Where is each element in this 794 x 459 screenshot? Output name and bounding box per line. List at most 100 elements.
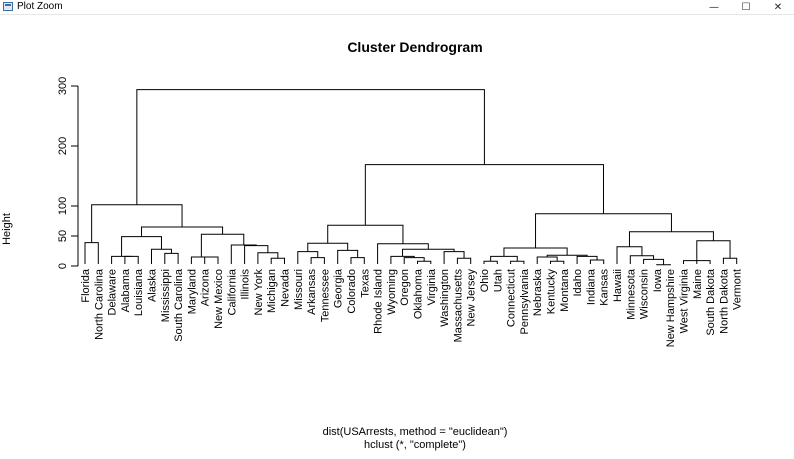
leaf-label: Delaware xyxy=(107,269,119,315)
dendrogram-link xyxy=(190,256,212,264)
dendrogram-link xyxy=(204,256,219,264)
leaf-label: New Jersey xyxy=(466,269,478,327)
x-axis-label: dist(USArrests, method = "euclidean") xyxy=(323,426,508,438)
y-tick-label: 300 xyxy=(57,77,69,95)
leaf-label: Texas xyxy=(359,269,371,298)
leaf-label: Maryland xyxy=(186,269,198,314)
dendrogram-link xyxy=(490,255,518,262)
dendrogram-link xyxy=(696,240,731,259)
leaf-label: Illinois xyxy=(240,269,252,300)
y-tick-label: 200 xyxy=(57,137,69,155)
dendrogram-link xyxy=(111,255,132,264)
leaf-label: Rhode Island xyxy=(373,269,385,334)
dendrogram-link xyxy=(589,259,605,264)
leaf-label: Vermont xyxy=(732,269,744,310)
leaf-label: Georgia xyxy=(333,268,345,308)
leaf-label: Kentucky xyxy=(546,269,558,315)
dendrogram-link xyxy=(417,260,432,264)
dendrogram-link xyxy=(136,89,485,205)
y-tick-label: 100 xyxy=(57,197,69,215)
dendrogram-link xyxy=(327,224,404,244)
dendrogram-link xyxy=(402,248,455,257)
minimize-button[interactable]: — xyxy=(698,0,730,14)
leaf-label: South Carolina xyxy=(173,268,185,342)
leaf-label: Hawaii xyxy=(612,269,624,302)
leaf-label: North Dakota xyxy=(718,268,730,334)
leaf-label: North Carolina xyxy=(93,268,105,340)
leaf-label: Iowa xyxy=(652,268,664,292)
leaf-label: Maine xyxy=(692,269,704,299)
dendrogram-link xyxy=(310,257,325,264)
dendrogram-link xyxy=(550,260,565,264)
leaf-label: Montana xyxy=(559,268,571,312)
leaf-label: California xyxy=(226,268,238,315)
leaf-label: West Virginia xyxy=(679,268,691,333)
leaf-label: Wyoming xyxy=(386,269,398,315)
maximize-icon: ☐ xyxy=(741,1,751,13)
leaf-label: Louisiana xyxy=(133,268,145,316)
leaf-label: Pennsylvania xyxy=(519,268,531,334)
dendrogram-link xyxy=(456,257,472,264)
leaf-label: Michigan xyxy=(266,269,278,313)
leaf-label: Kansas xyxy=(599,269,611,306)
dendrogram-link xyxy=(244,245,269,264)
leaf-label: Alabama xyxy=(120,268,132,312)
leaf-label: Tennessee xyxy=(319,269,331,322)
dendrogram-link xyxy=(364,164,604,226)
leaf-label: South Dakota xyxy=(705,268,717,336)
leaf-label: New Hampshire xyxy=(665,269,677,347)
leaf-labels: Florida North Carolina Delaware Alabama Loui… xyxy=(80,268,744,347)
leaf-label: Washington xyxy=(439,269,451,327)
leaf-label: Missouri xyxy=(293,269,305,310)
plot-area: Cluster Dendrogram Height dist(USArrests… xyxy=(0,15,794,454)
leaf-label: Arizona xyxy=(200,268,212,306)
title-bar[interactable]: Plot Zoom — ☐ ✕ xyxy=(0,0,794,15)
dendrogram-link xyxy=(483,260,498,264)
dendrogram-link xyxy=(84,242,99,264)
y-tick-label: 0 xyxy=(57,263,69,269)
dendrogram-plot: Cluster Dendrogram Height dist(USArrests… xyxy=(1,39,744,451)
dendrogram-link xyxy=(230,244,257,264)
dendrogram-link xyxy=(536,256,558,264)
leaf-label: Alaska xyxy=(147,268,159,302)
minimize-icon: — xyxy=(709,1,719,13)
dendrogram-links xyxy=(84,89,738,266)
y-axis: 0 50 100 200 300 xyxy=(57,77,79,269)
dendrogram-link xyxy=(121,236,162,257)
y-tick-label: 50 xyxy=(57,230,69,242)
dendrogram-link xyxy=(350,257,365,264)
dendrogram-link xyxy=(164,252,179,264)
dendrogram-link xyxy=(124,255,139,264)
leaf-label: Nevada xyxy=(280,268,292,307)
x-axis-sublabel: hclust (*, "complete") xyxy=(364,439,466,451)
maximize-button[interactable]: ☐ xyxy=(730,0,762,14)
dendrogram-link xyxy=(151,248,172,264)
leaf-label: Nebraska xyxy=(532,268,544,316)
leaf-label: Virginia xyxy=(426,268,438,305)
dendrogram-link xyxy=(270,257,285,264)
leaf-label: Indiana xyxy=(585,268,597,305)
dendrogram-link xyxy=(628,231,714,247)
leaf-label: Oregon xyxy=(399,269,411,306)
chart-title: Cluster Dendrogram xyxy=(347,39,482,55)
leaf-label: Arkansas xyxy=(306,269,318,315)
plot-window-icon xyxy=(3,2,13,11)
leaf-label: New York xyxy=(253,269,265,316)
close-button[interactable]: ✕ xyxy=(762,0,794,14)
dendrogram-link xyxy=(535,213,672,248)
leaf-label: Colorado xyxy=(346,269,358,314)
leaf-label: Mississippi xyxy=(160,269,172,322)
leaf-label: Idaho xyxy=(572,269,584,297)
leaf-label: Wisconsin xyxy=(639,269,651,319)
y-axis-label: Height xyxy=(1,213,13,245)
dendrogram-link xyxy=(722,257,738,264)
leaf-label: Oklahoma xyxy=(413,268,425,319)
dendrogram-link xyxy=(510,260,525,264)
leaf-label: New Mexico xyxy=(213,269,225,329)
dendrogram-link xyxy=(643,258,665,265)
leaf-label: Massachusetts xyxy=(452,269,464,343)
window-title: Plot Zoom xyxy=(17,1,63,12)
dendrogram-link xyxy=(200,233,245,257)
close-icon: ✕ xyxy=(773,1,783,13)
